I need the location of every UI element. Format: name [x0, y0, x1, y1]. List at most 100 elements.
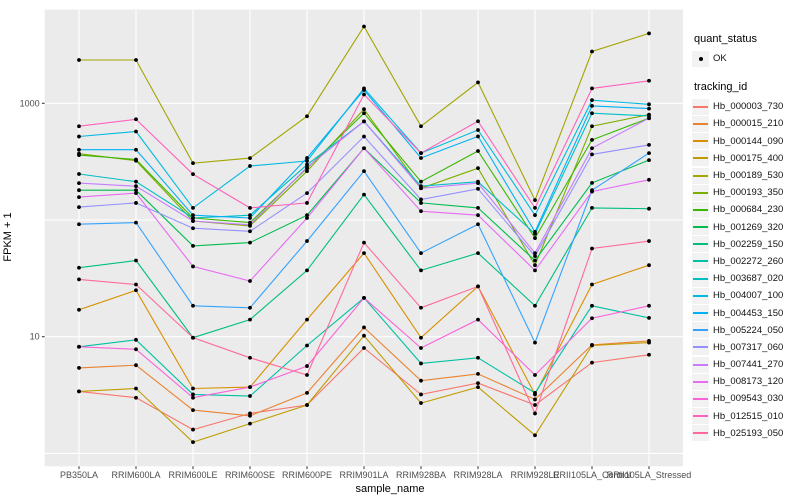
legend-item-Hb_000193_350: Hb_000193_350	[692, 184, 798, 201]
data-point	[590, 152, 594, 157]
data-point	[362, 107, 366, 112]
legend-key-box	[692, 167, 709, 184]
legend-item-Hb_004453_150: Hb_004453_150	[692, 304, 798, 322]
data-point	[248, 205, 252, 210]
legend-key-box	[692, 133, 709, 150]
data-point	[647, 263, 651, 268]
data-point	[305, 343, 309, 348]
legend-key-box	[692, 236, 709, 253]
data-point	[77, 147, 81, 152]
data-point	[533, 230, 537, 234]
data-point	[362, 333, 366, 338]
x-axis-title: sample_name	[355, 483, 425, 495]
series-color-swatch	[693, 208, 708, 211]
data-point	[476, 222, 480, 227]
data-point	[248, 216, 252, 220]
legend-key-box	[692, 287, 709, 304]
data-point	[533, 433, 537, 438]
data-point	[533, 213, 537, 218]
data-point	[533, 205, 537, 210]
legend-item-Hb_002272_260: Hb_002272_260	[692, 253, 798, 270]
x-tick-label: RRII105LA_Stressed	[607, 470, 692, 480]
legend: quant_status OK tracking_id Hb_000003_73…	[692, 33, 798, 442]
legend-item-label: Hb_000684_230	[713, 204, 784, 216]
data-point	[248, 421, 252, 426]
data-point	[191, 386, 195, 391]
data-point	[647, 143, 651, 147]
data-point	[533, 303, 537, 308]
legend-item-label: Hb_008173_120	[713, 376, 784, 388]
data-point	[476, 181, 480, 186]
data-point	[191, 243, 195, 248]
x-tick-label: RRII105LA_Control	[553, 470, 631, 480]
data-point	[647, 352, 651, 357]
data-point	[590, 111, 594, 116]
series-color-swatch	[693, 432, 708, 435]
legend-item-Hb_005224_050: Hb_005224_050	[692, 322, 798, 339]
legend-key-box	[692, 115, 709, 132]
data-point	[191, 335, 195, 340]
data-point	[134, 184, 138, 189]
legend-item-Hb_004007_100: Hb_004007_100	[692, 287, 798, 304]
legend-key-box	[692, 98, 709, 115]
x-tick-label: RRIM600LA	[111, 470, 160, 480]
data-point	[191, 408, 195, 412]
data-point	[248, 385, 252, 389]
data-point	[191, 392, 195, 397]
legend-key-box	[692, 425, 709, 442]
legend-item-label: Hb_007317_060	[713, 341, 784, 353]
data-point	[533, 198, 537, 203]
data-point	[134, 58, 138, 62]
legend-item-label: Hb_005224_050	[713, 324, 784, 336]
series-color-swatch	[693, 105, 708, 108]
y-axis-title: FPKM + 1	[2, 212, 14, 262]
data-point	[362, 111, 366, 116]
data-point	[419, 209, 423, 214]
data-point	[362, 134, 366, 139]
data-point	[419, 346, 423, 350]
data-point	[191, 264, 195, 269]
data-point	[191, 440, 195, 444]
series-color-swatch	[693, 329, 708, 332]
series-color-swatch	[693, 294, 708, 297]
series-color-swatch	[693, 346, 708, 349]
series-color-swatch	[693, 312, 708, 315]
data-point	[590, 303, 594, 308]
data-point	[647, 239, 651, 243]
legend-item-Hb_000015_210: Hb_000015_210	[692, 115, 798, 132]
data-point	[590, 360, 594, 365]
legend-tracking-id: tracking_id Hb_000003_730 Hb_000015_210 Hb…	[692, 81, 798, 442]
legend-item-Hb_025193_050: Hb_025193_050	[692, 425, 798, 442]
data-point	[647, 31, 651, 36]
data-point	[533, 340, 537, 345]
data-point	[476, 251, 480, 256]
data-point	[590, 49, 594, 54]
data-point	[533, 236, 537, 240]
data-point	[533, 251, 537, 256]
data-point	[305, 114, 309, 119]
series-color-swatch	[693, 363, 708, 366]
data-point	[134, 258, 138, 263]
data-point	[647, 116, 651, 121]
legend-item-label: Hb_004453_150	[713, 307, 784, 319]
data-point	[419, 197, 423, 202]
data-point	[647, 315, 651, 320]
legend-key-box	[692, 305, 709, 322]
data-point	[77, 307, 81, 312]
data-point	[77, 58, 81, 62]
legend-item-label: Hb_000175_400	[713, 152, 784, 164]
legend-item-Hb_003687_020: Hb_003687_020	[692, 270, 798, 287]
data-point	[134, 191, 138, 196]
data-point	[419, 186, 423, 191]
data-point	[134, 363, 138, 368]
legend-key-box	[692, 322, 709, 339]
legend-key-box	[692, 184, 709, 201]
data-point	[419, 401, 423, 405]
legend-item-label: Hb_000189_530	[713, 170, 784, 182]
y-tick-label: 1000	[20, 98, 40, 108]
data-point	[476, 128, 480, 132]
data-point	[647, 151, 651, 156]
data-point	[362, 88, 366, 92]
data-point	[590, 124, 594, 129]
